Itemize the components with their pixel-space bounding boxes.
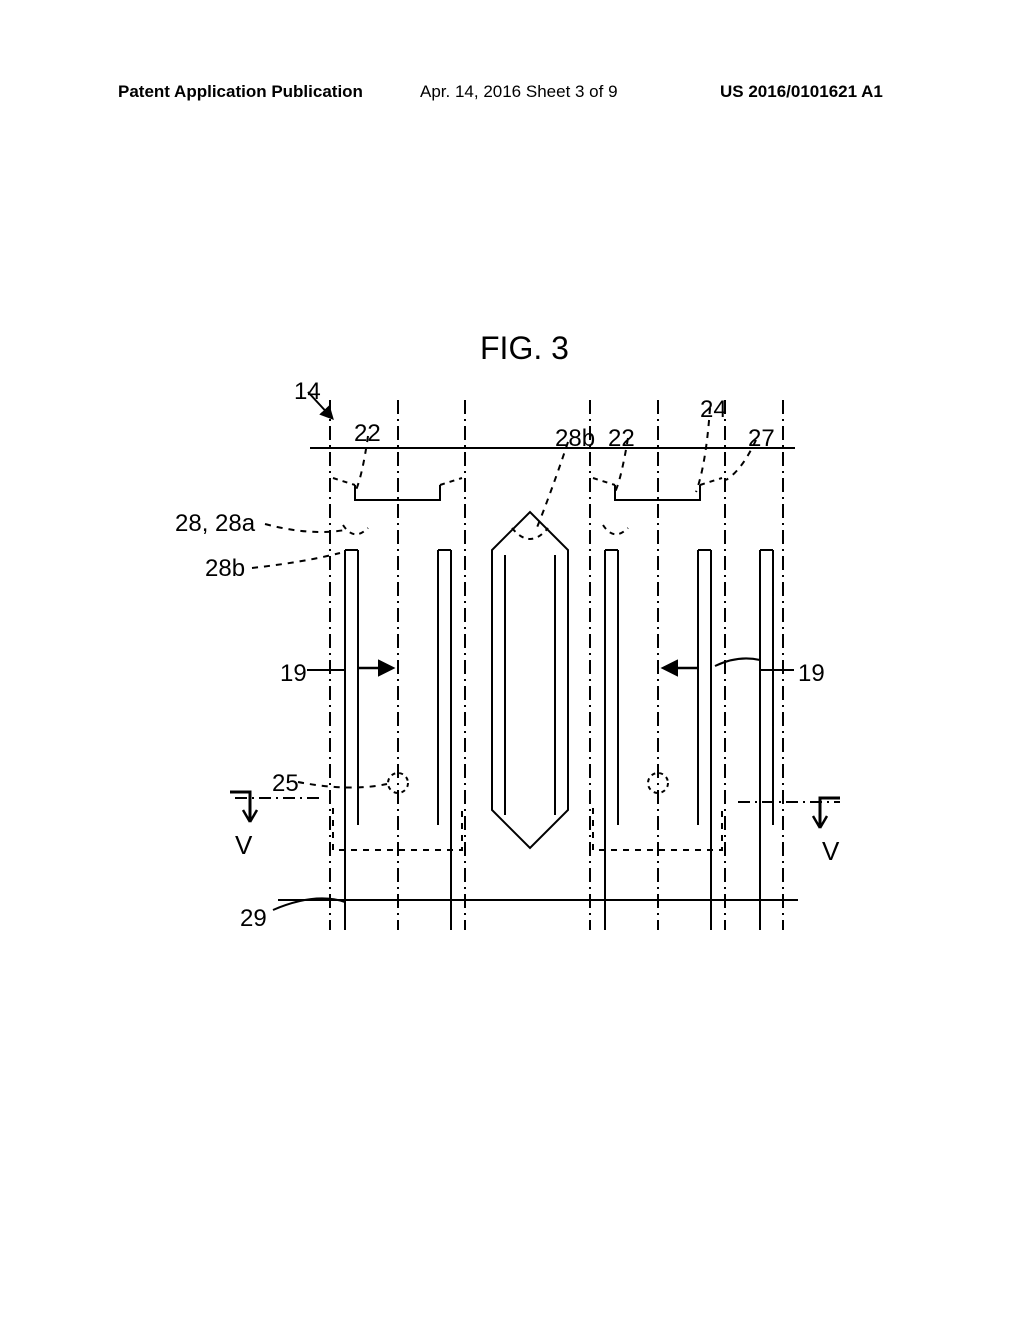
figure-drawing	[140, 370, 880, 940]
page: Patent Application Publication Apr. 14, …	[0, 0, 1024, 1320]
header-right: US 2016/0101621 A1	[720, 82, 883, 102]
figure-title: FIG. 3	[480, 330, 569, 367]
header-center: Apr. 14, 2016 Sheet 3 of 9	[420, 82, 618, 102]
header-left: Patent Application Publication	[118, 82, 363, 102]
